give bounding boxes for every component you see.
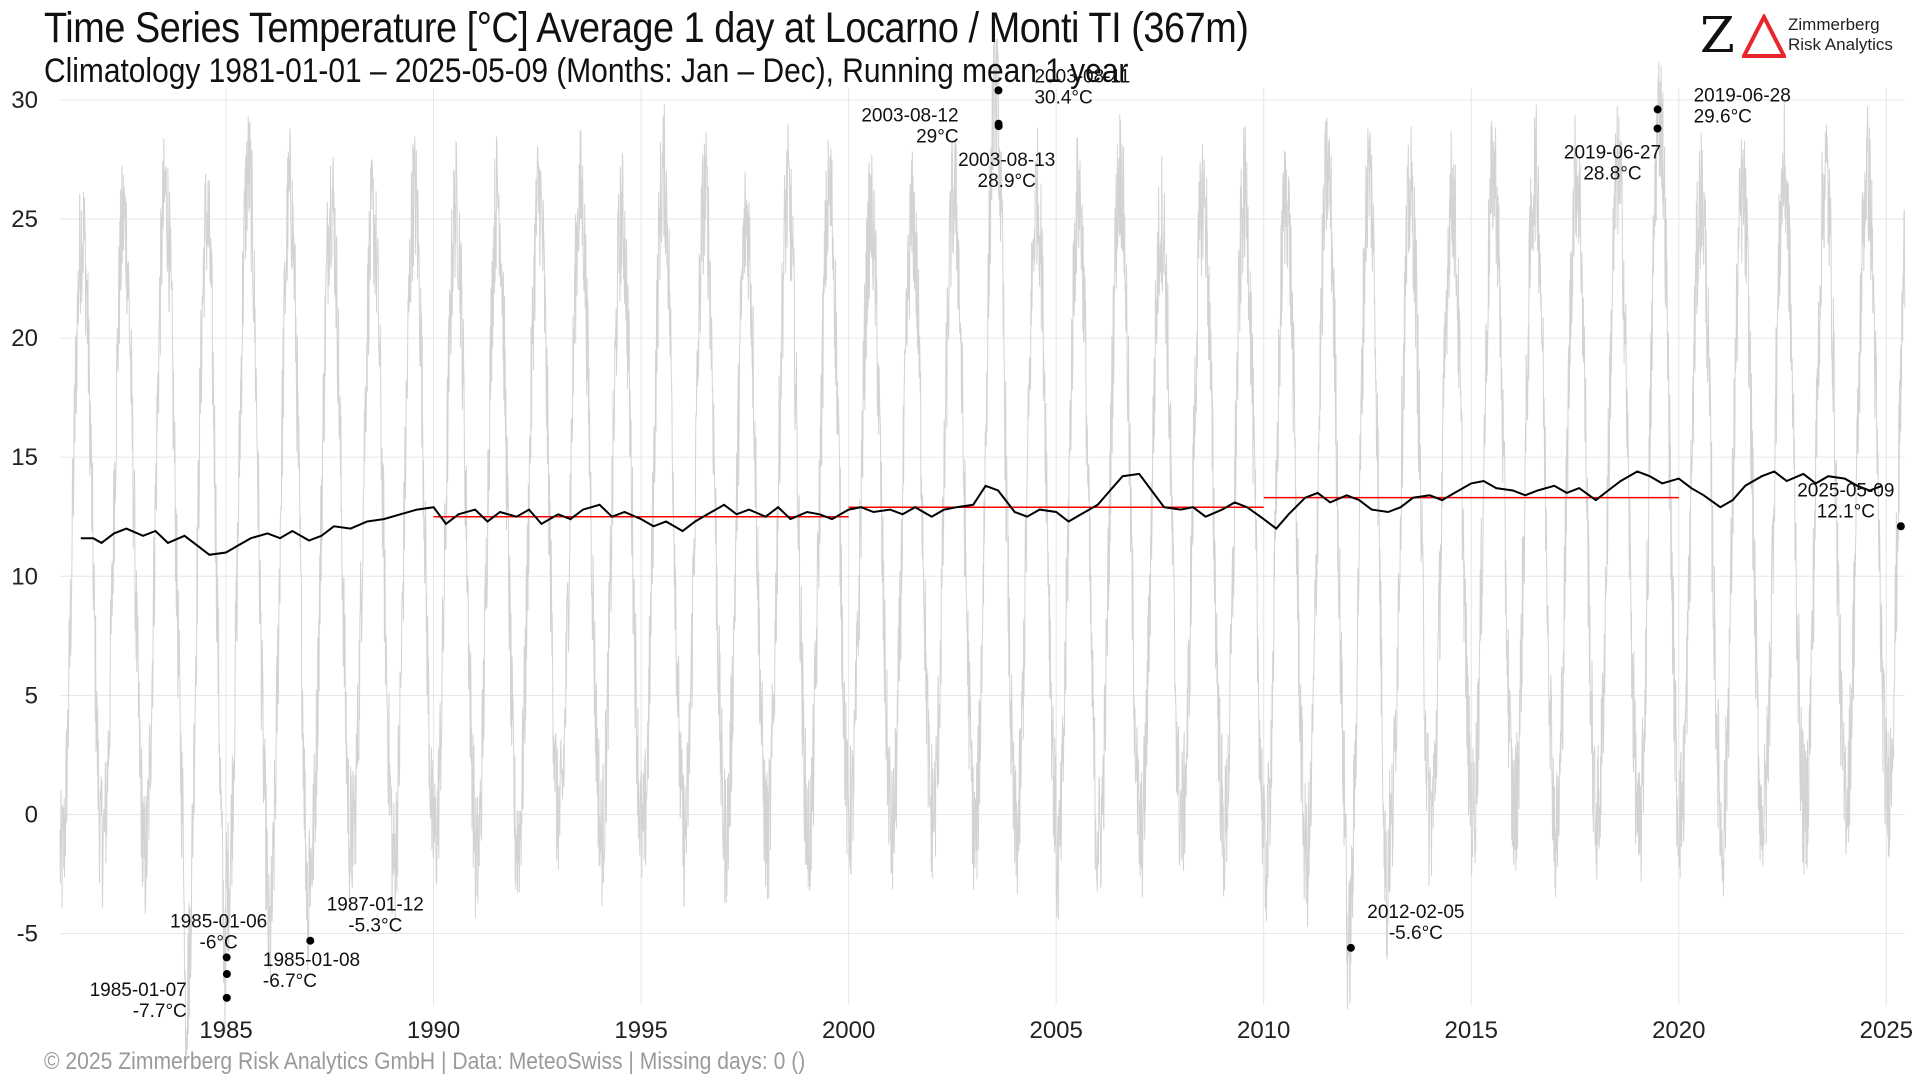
annotation-date: 1987-01-12 [327, 895, 424, 916]
x-tick-label: 2015 [1445, 1017, 1498, 1044]
x-tick-label: 2000 [822, 1017, 875, 1044]
extreme-point [306, 936, 315, 945]
annotation-value: 28.8°C [1583, 163, 1641, 184]
extreme-point [1653, 124, 1662, 133]
annotation-date: 2012-02-05 [1367, 902, 1464, 923]
annotation-value: -5.3°C [348, 916, 402, 937]
annotation-value: 28.9°C [978, 171, 1036, 192]
daily-temperature-series [59, 26, 1906, 1057]
logo-text: Zimmerberg Risk Analytics [1788, 15, 1893, 55]
annotation-value: 30.4°C [1034, 87, 1092, 108]
y-tick-label: 10 [11, 563, 38, 590]
annotation-value: 29°C [916, 127, 958, 148]
y-tick-label: 15 [11, 444, 38, 471]
extreme-point [222, 953, 231, 962]
x-tick-label: 1990 [407, 1017, 460, 1044]
x-tick-label: 2025 [1860, 1017, 1913, 1044]
annotation-value: 12.1°C [1817, 501, 1875, 522]
extreme-point [1896, 522, 1905, 531]
extreme-point [994, 122, 1003, 131]
x-tick-label: 2010 [1237, 1017, 1290, 1044]
y-tick-label: 20 [11, 325, 38, 352]
running-mean-line [80, 470, 1883, 556]
annotation-date: 2003-08-11 [1034, 66, 1130, 87]
y-tick-label: 25 [11, 206, 38, 233]
daily-temperature-line [59, 26, 1906, 1057]
annotation-value: 29.6°C [1694, 106, 1752, 127]
company-logo: Z Zimmerberg Risk Analytics [1700, 10, 1900, 60]
y-tick-label: -5 [17, 921, 38, 948]
annotation-value: -7.7°C [133, 1001, 187, 1022]
y-tick-label: 30 [11, 87, 38, 114]
annotation-value: -6.7°C [263, 971, 317, 992]
annotation-date: 2019-06-27 [1564, 142, 1661, 163]
extreme-point [1653, 105, 1662, 114]
x-tick-label: 1995 [614, 1017, 667, 1044]
annotation-date: 1985-01-06 [170, 911, 267, 932]
annotation-date: 2019-06-28 [1694, 85, 1791, 106]
annotation-value: -6°C [200, 932, 238, 953]
extreme-point [222, 970, 231, 979]
running-mean-series [80, 470, 1883, 556]
chart-subtitle: Climatology 1981-01-01 – 2025-05-09 (Mon… [44, 52, 1129, 90]
y-tick-label: 5 [25, 682, 38, 709]
annotation-date: 2025-05-09 [1797, 480, 1894, 501]
x-tick-label: 1985 [199, 1017, 252, 1044]
logo-triangle-icon [1742, 14, 1786, 58]
y-tick-label: 0 [25, 801, 38, 828]
logo-line-2: Risk Analytics [1788, 35, 1893, 54]
annotation-date: 2003-08-12 [861, 106, 958, 127]
logo-letter: Z [1700, 6, 1735, 64]
extreme-point [222, 993, 231, 1002]
footer-credits: © 2025 Zimmerberg Risk Analytics GmbH | … [44, 1048, 806, 1075]
x-tick-label: 2020 [1652, 1017, 1705, 1044]
extreme-point [1346, 943, 1355, 952]
chart-title: Time Series Temperature [°C] Average 1 d… [44, 4, 1249, 52]
extreme-point [994, 86, 1003, 95]
logo-line-1: Zimmerberg [1788, 15, 1880, 34]
annotation-date: 1985-01-07 [90, 980, 187, 1001]
x-tick-label: 2005 [1029, 1017, 1082, 1044]
grid [60, 88, 1905, 1005]
annotation-date: 1985-01-08 [263, 950, 360, 971]
annotation-value: -5.6°C [1389, 923, 1443, 944]
annotation-date: 2003-08-13 [958, 150, 1055, 171]
